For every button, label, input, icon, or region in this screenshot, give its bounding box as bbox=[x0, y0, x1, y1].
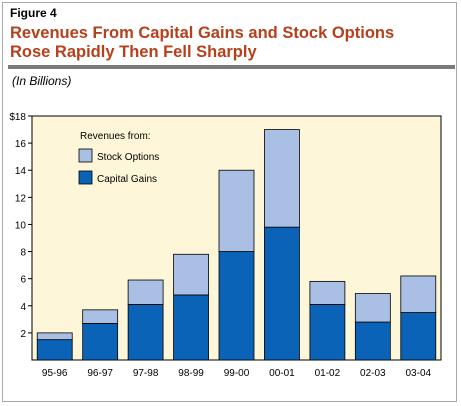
bar-stock-options-99-00 bbox=[218, 169, 255, 252]
bar-capital-gains-00-01 bbox=[264, 226, 300, 361]
bar-capital-gains-03-04 bbox=[400, 312, 437, 361]
y-tick-label: 12 bbox=[15, 193, 27, 204]
figure-frame bbox=[2, 2, 457, 402]
y-tick-label: 4 bbox=[20, 302, 26, 313]
legend: Revenues from: Stock Options Capital Gai… bbox=[78, 131, 159, 185]
x-tick-label: 01-02 bbox=[315, 368, 341, 379]
y-tick-label: 16 bbox=[15, 139, 27, 150]
bar-stock-options-02-03 bbox=[354, 293, 391, 323]
bar-capital-gains-95-96 bbox=[36, 339, 73, 361]
bar-stock-options-96-97 bbox=[82, 309, 119, 324]
bar-stock-options-95-96 bbox=[36, 332, 73, 341]
bar-capital-gains-97-98 bbox=[127, 304, 164, 361]
bar-capital-gains-02-03 bbox=[354, 321, 391, 361]
y-tick-label: $18 bbox=[9, 112, 26, 123]
y-tick-label: 2 bbox=[20, 329, 26, 340]
bar-capital-gains-99-00 bbox=[218, 251, 255, 361]
y-tick-label: 14 bbox=[15, 166, 27, 177]
x-tick-label: 95-96 bbox=[42, 368, 68, 379]
bar-stock-options-98-99 bbox=[173, 253, 209, 296]
x-tick-label: 96-97 bbox=[87, 368, 113, 379]
y-tick-label: 8 bbox=[20, 248, 26, 259]
title-divider bbox=[8, 65, 455, 69]
chart-title: Revenues From Capital Gains and Stock Op… bbox=[10, 24, 450, 62]
bar-capital-gains-96-97 bbox=[82, 322, 119, 361]
legend-swatch-stock-options bbox=[78, 148, 93, 163]
bar-stock-options-03-04 bbox=[400, 275, 437, 313]
y-tick-label: 10 bbox=[15, 220, 27, 231]
chart-subtitle: (In Billions) bbox=[12, 74, 72, 88]
legend-label-capital-gains: Capital Gains bbox=[97, 174, 157, 185]
legend-swatch-capital-gains bbox=[78, 170, 93, 185]
x-tick-label: 97-98 bbox=[133, 368, 159, 379]
x-tick-label: 99-00 bbox=[224, 368, 250, 379]
x-tick-label: 03-04 bbox=[405, 368, 431, 379]
chart-title-line-1: Revenues From Capital Gains and Stock Op… bbox=[10, 24, 395, 42]
y-tick-label: 6 bbox=[20, 275, 26, 286]
bar-series bbox=[36, 129, 437, 361]
x-tick-label: 02-03 bbox=[360, 368, 386, 379]
bar-stock-options-97-98 bbox=[127, 279, 164, 305]
chart-title-line-2: Rose Rapidly Then Fell Sharply bbox=[10, 43, 257, 61]
x-tick-label: 98-99 bbox=[178, 368, 204, 379]
x-axis: 95-96 96-97 97-98 98-99 99-00 00-01 01-02 02-03… bbox=[42, 368, 432, 379]
bar-stock-options-00-01 bbox=[264, 129, 300, 228]
figure-label: Figure 4 bbox=[10, 6, 57, 20]
legend-title: Revenues from: bbox=[80, 131, 151, 142]
legend-label-stock-options: Stock Options bbox=[97, 152, 159, 163]
bar-capital-gains-98-99 bbox=[173, 294, 209, 361]
bar-capital-gains-01-02 bbox=[309, 304, 346, 361]
y-axis: 2 4 6 8 10 12 14 16 $18 bbox=[9, 112, 32, 340]
x-tick-label: 00-01 bbox=[269, 368, 295, 379]
bar-stock-options-01-02 bbox=[309, 280, 346, 305]
